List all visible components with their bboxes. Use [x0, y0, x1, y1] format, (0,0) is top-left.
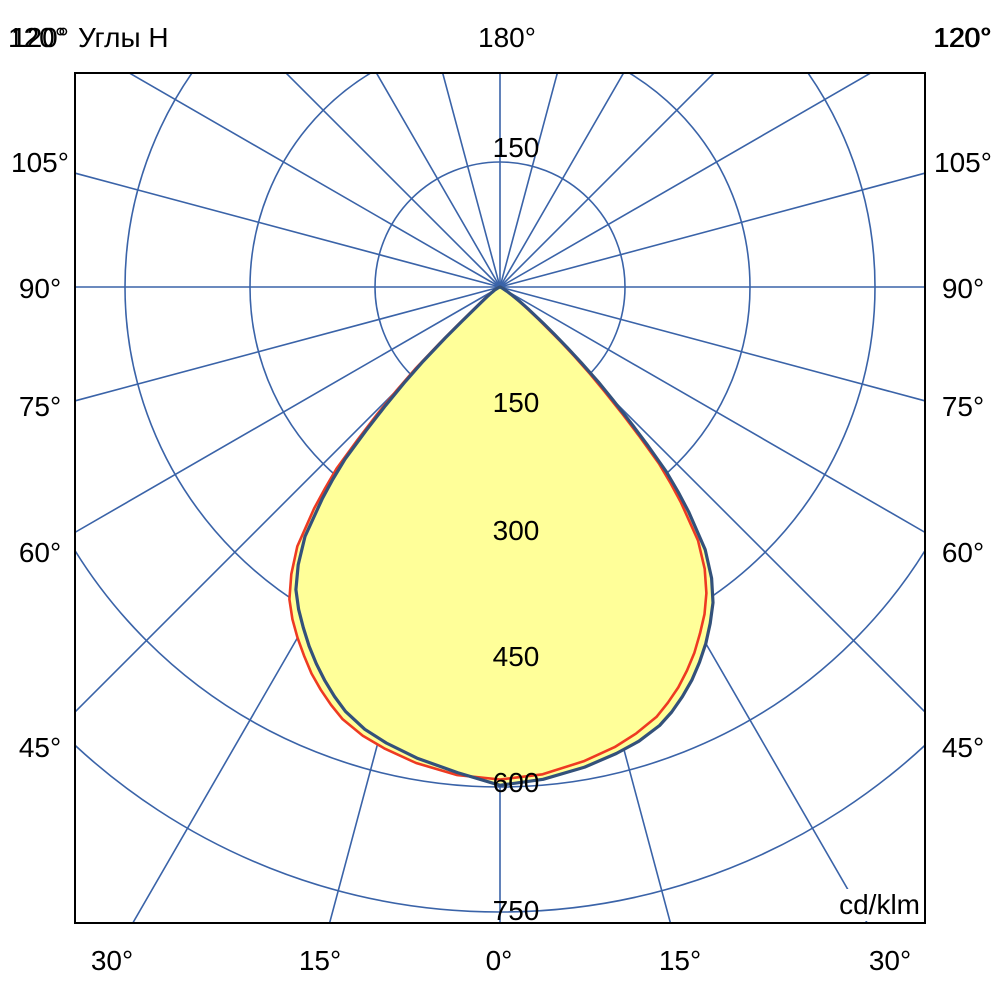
angle-tick-right: 45°	[941, 732, 985, 763]
unit-label: cd/klm	[837, 889, 922, 921]
angle-tick-left: 90°	[18, 273, 62, 304]
grid-ray	[499, 73, 873, 288]
grid-ray	[75, 172, 501, 288]
grid-ray	[375, 73, 501, 288]
grid-ray	[75, 286, 501, 534]
grid-ray	[499, 286, 925, 534]
grid-ray	[284, 73, 501, 288]
value-tick: 750	[492, 895, 540, 926]
C90-C270-curve	[294, 285, 715, 787]
grid-ray	[441, 73, 501, 288]
angle-tick-right: 75°	[941, 391, 985, 422]
value-tick: 300	[492, 515, 540, 546]
plot-border	[74, 72, 926, 924]
angle-tick-top: 180°	[478, 22, 536, 53]
value-tick: 150	[492, 387, 540, 418]
angle-tick-right: 105°	[934, 147, 992, 178]
angle-tick-top: 120°	[8, 22, 66, 53]
grid-ray	[499, 172, 925, 288]
angle-tick-right: 120°	[934, 22, 992, 53]
grid-circle	[75, 743, 925, 913]
plane-title: Углы H	[78, 22, 169, 53]
grid-circle	[75, 548, 925, 788]
angle-tick-left: 120°	[11, 22, 69, 53]
angle-tick-left: 45°	[18, 732, 62, 763]
C90-C270-fill	[295, 287, 713, 786]
angle-tick-right: 60°	[941, 537, 985, 568]
angle-tick-right: 90°	[941, 273, 985, 304]
grid-ray	[499, 73, 559, 288]
grid-ray	[499, 73, 716, 288]
value-tick: 600	[492, 767, 540, 798]
angle-tick-left: 105°	[11, 147, 69, 178]
value-tick: 150	[492, 132, 540, 163]
angle-tick-bottom: 0°	[485, 945, 513, 976]
angle-tick-left: 75°	[18, 391, 62, 422]
angle-tick-bottom: 15°	[298, 945, 342, 976]
grid-ray	[499, 286, 925, 402]
angle-tick-left: 60°	[18, 537, 62, 568]
grid-ray	[127, 73, 501, 288]
angle-tick-bottom: 30°	[868, 945, 912, 976]
grid-ray	[75, 286, 501, 402]
angle-tick-bottom: 15°	[658, 945, 702, 976]
grid-ray	[499, 73, 625, 288]
angle-tick-bottom: 30°	[90, 945, 134, 976]
value-tick: 450	[492, 641, 540, 672]
angle-tick-top: 120°	[933, 22, 991, 53]
